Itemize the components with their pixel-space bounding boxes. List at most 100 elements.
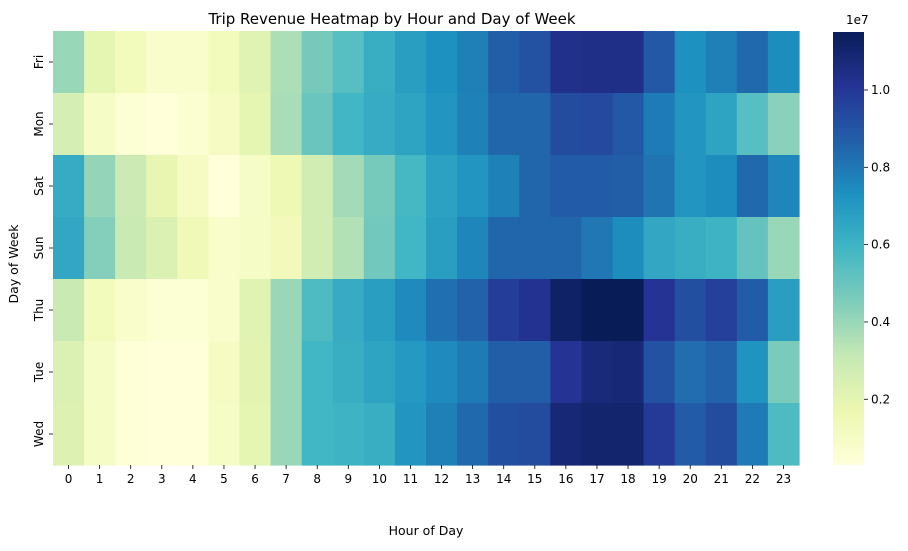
heatmap-cell	[550, 155, 583, 218]
heatmap-cell	[519, 31, 551, 94]
heatmap-cell	[767, 403, 800, 466]
heatmap-cell	[53, 31, 85, 94]
heatmap-cell	[53, 155, 85, 218]
heatmap-cell	[767, 341, 800, 404]
heatmap-cell	[208, 279, 241, 342]
heatmap-cell	[643, 93, 676, 156]
colorbar-tick-label: 1.0	[871, 83, 890, 97]
x-tick-label: 10	[372, 472, 387, 486]
heatmap-cell	[736, 217, 769, 280]
heatmap-cell	[426, 93, 458, 156]
heatmap-cell	[612, 31, 645, 94]
x-tick-label: 19	[651, 472, 666, 486]
heatmap-cell	[239, 217, 272, 280]
heatmap-cell	[270, 279, 303, 342]
heatmap-cell	[301, 217, 334, 280]
heatmap-cell	[488, 31, 520, 94]
heatmap-cell	[550, 279, 583, 342]
heatmap-cell	[705, 403, 738, 466]
x-tick-label: 5	[220, 472, 228, 486]
heatmap-cell	[612, 341, 645, 404]
colorbar-tick-label: 0.8	[871, 160, 890, 174]
x-axis-label: Hour of Day	[389, 523, 464, 538]
heatmap-cell	[239, 279, 272, 342]
heatmap-cell	[736, 279, 769, 342]
heatmap-cell	[705, 341, 738, 404]
heatmap-cell	[146, 31, 178, 94]
heatmap-cell	[332, 155, 365, 218]
y-tick-label: Thu	[32, 299, 46, 323]
heatmap-cell	[550, 31, 583, 94]
heatmap-cell	[674, 341, 707, 404]
heatmap-cell	[177, 341, 210, 404]
heatmap-cell	[426, 279, 458, 342]
heatmap-cell	[394, 217, 427, 280]
heatmap-cell	[363, 341, 396, 404]
x-tick-label: 14	[496, 472, 511, 486]
heatmap-cell	[581, 279, 614, 342]
heatmap-cell	[457, 403, 489, 466]
heatmap-cell	[705, 217, 738, 280]
heatmap-cell	[643, 403, 676, 466]
heatmap-cell	[767, 93, 800, 156]
heatmap-cell	[767, 31, 800, 94]
x-tick-label: 4	[189, 472, 197, 486]
heatmap-cell	[115, 93, 147, 156]
heatmap-cell	[394, 31, 427, 94]
x-tick-label: 18	[620, 472, 635, 486]
chart-title: Trip Revenue Heatmap by Hour and Day of …	[207, 10, 575, 28]
heatmap-cell	[239, 31, 272, 94]
heatmap-cell	[643, 217, 676, 280]
heatmap-cell	[519, 279, 551, 342]
colorbar-tick-label: 0.4	[871, 315, 890, 329]
heatmap-cell	[332, 31, 365, 94]
heatmap-cell	[84, 279, 116, 342]
heatmap-cell	[457, 31, 489, 94]
heatmap-cell	[208, 155, 241, 218]
x-tick-label: 20	[683, 472, 698, 486]
x-tick-label: 15	[527, 472, 542, 486]
colorbar	[833, 32, 864, 465]
heatmap-cell	[53, 279, 85, 342]
heatmap-cell	[581, 155, 614, 218]
heatmap-cell	[208, 217, 241, 280]
x-tick-label: 8	[313, 472, 321, 486]
heatmap-cell	[488, 217, 520, 280]
heatmap-cell	[674, 279, 707, 342]
heatmap-cell	[394, 341, 427, 404]
x-tick-label: 21	[714, 472, 729, 486]
x-tick-label: 23	[776, 472, 791, 486]
heatmap-cell	[84, 93, 116, 156]
heatmap-cell	[426, 217, 458, 280]
heatmap-cell	[550, 403, 583, 466]
heatmap-cell	[488, 403, 520, 466]
heatmap-cell	[53, 217, 85, 280]
heatmap-cell	[208, 403, 241, 466]
heatmap-cell	[767, 217, 800, 280]
heatmap-cell	[270, 155, 303, 218]
heatmap-cell	[519, 341, 551, 404]
x-tick-label: 16	[558, 472, 573, 486]
heatmap-cell	[115, 341, 147, 404]
y-tick-label: Mon	[32, 111, 46, 136]
heatmap-cell	[643, 31, 676, 94]
y-tick-label: Sat	[32, 176, 46, 196]
heatmap-cell	[643, 341, 676, 404]
heatmap-cell	[363, 403, 396, 466]
heatmap-cell	[736, 403, 769, 466]
heatmap-cell	[53, 403, 85, 466]
heatmap-cell	[270, 341, 303, 404]
heatmap-cell	[488, 93, 520, 156]
heatmap-cell	[519, 403, 551, 466]
heatmap-cell	[457, 93, 489, 156]
heatmap-cell	[363, 217, 396, 280]
heatmap-cell	[301, 279, 334, 342]
heatmap-cell	[301, 93, 334, 156]
heatmap-cell	[115, 217, 147, 280]
x-tick-label: 22	[745, 472, 760, 486]
heatmap-cell	[736, 155, 769, 218]
heatmap-cell	[519, 93, 551, 156]
heatmap-cell	[239, 403, 272, 466]
heatmap-cell	[270, 31, 303, 94]
